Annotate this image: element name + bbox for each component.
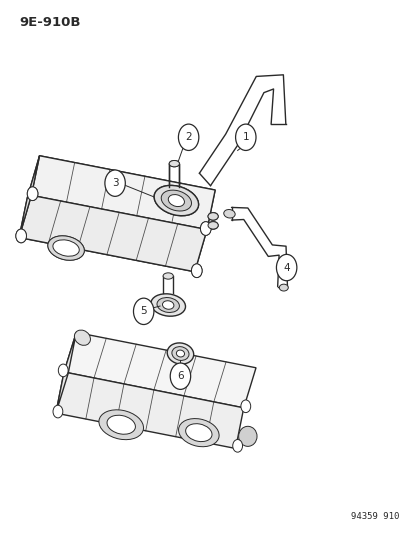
Circle shape	[104, 170, 125, 196]
Ellipse shape	[185, 424, 211, 441]
Ellipse shape	[171, 346, 189, 360]
Polygon shape	[56, 333, 76, 413]
Ellipse shape	[53, 240, 79, 256]
Circle shape	[200, 222, 211, 236]
Polygon shape	[56, 372, 243, 448]
Ellipse shape	[154, 185, 198, 216]
Circle shape	[27, 187, 38, 200]
Ellipse shape	[53, 240, 79, 256]
Text: 94359 910: 94359 910	[350, 512, 398, 521]
Ellipse shape	[207, 213, 218, 220]
Ellipse shape	[161, 190, 191, 211]
Ellipse shape	[150, 294, 185, 316]
Text: 5: 5	[140, 306, 147, 316]
Ellipse shape	[169, 160, 179, 167]
Ellipse shape	[154, 185, 198, 216]
Ellipse shape	[168, 195, 184, 207]
Ellipse shape	[48, 236, 84, 260]
Circle shape	[232, 440, 242, 452]
Polygon shape	[19, 195, 206, 272]
Ellipse shape	[157, 297, 179, 312]
Ellipse shape	[107, 415, 135, 434]
Polygon shape	[64, 333, 255, 408]
Ellipse shape	[169, 160, 179, 167]
Circle shape	[16, 229, 26, 243]
Ellipse shape	[238, 426, 256, 446]
Circle shape	[191, 264, 202, 278]
Circle shape	[240, 400, 250, 413]
Text: 1: 1	[242, 132, 249, 142]
Ellipse shape	[178, 418, 218, 447]
Circle shape	[58, 364, 68, 377]
Ellipse shape	[176, 350, 184, 357]
Ellipse shape	[162, 301, 173, 309]
Circle shape	[27, 187, 38, 200]
Ellipse shape	[48, 236, 84, 260]
Circle shape	[178, 124, 198, 150]
Text: 9E-910B: 9E-910B	[19, 16, 81, 29]
Ellipse shape	[163, 273, 173, 279]
Polygon shape	[19, 156, 40, 238]
Ellipse shape	[223, 209, 235, 218]
Text: 3: 3	[112, 178, 118, 188]
Ellipse shape	[161, 190, 191, 211]
Circle shape	[276, 254, 296, 281]
Circle shape	[235, 124, 255, 150]
Ellipse shape	[279, 284, 287, 291]
Ellipse shape	[167, 343, 193, 364]
Circle shape	[16, 229, 26, 243]
Circle shape	[170, 363, 190, 390]
Ellipse shape	[207, 221, 218, 229]
Circle shape	[53, 405, 63, 418]
Text: 6: 6	[177, 371, 183, 381]
Circle shape	[133, 298, 154, 325]
Ellipse shape	[168, 195, 184, 207]
Ellipse shape	[207, 213, 218, 220]
Circle shape	[200, 222, 211, 236]
Polygon shape	[31, 156, 215, 230]
Text: 4: 4	[282, 263, 289, 272]
Ellipse shape	[207, 222, 218, 229]
Text: 2: 2	[185, 132, 192, 142]
Ellipse shape	[74, 330, 90, 345]
Ellipse shape	[99, 410, 143, 440]
Circle shape	[191, 264, 202, 278]
